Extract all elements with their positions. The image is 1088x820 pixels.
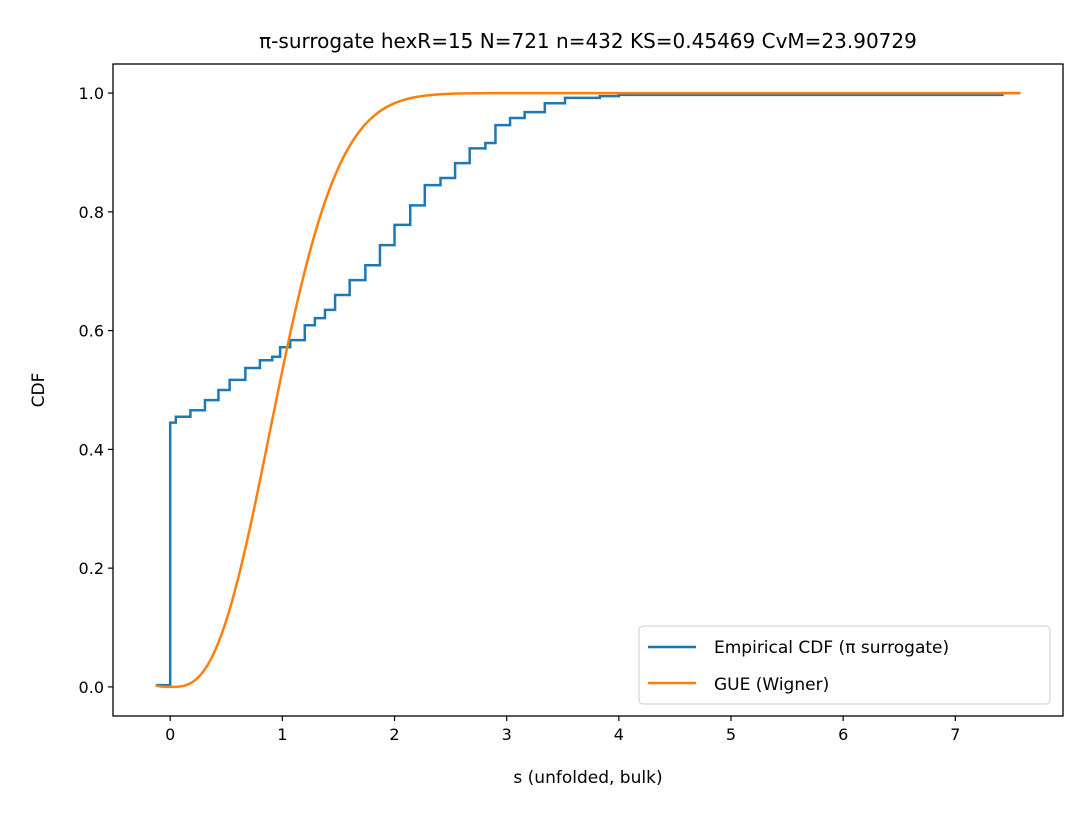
y-tick-label: 0.0: [79, 678, 104, 697]
x-tick-label: 2: [389, 725, 399, 744]
y-tick-label: 0.6: [79, 322, 104, 341]
chart-title: π-surrogate hexR=15 N=721 n=432 KS=0.454…: [259, 29, 917, 53]
legend-label-empirical: Empirical CDF (π surrogate): [714, 638, 949, 658]
empirical-cdf-line: [155, 91, 1021, 687]
x-tick-label: 4: [614, 725, 624, 744]
x-tick-label: 1: [277, 725, 287, 744]
x-axis-label: s (unfolded, bulk): [513, 768, 662, 788]
y-tick-label: 1.0: [79, 84, 104, 103]
y-tick-label: 0.8: [79, 203, 104, 222]
x-tick-label: 0: [165, 725, 175, 744]
axes-frame: [112, 63, 1064, 717]
x-tick-label: 5: [726, 725, 736, 744]
x-tick-label: 3: [502, 725, 512, 744]
plot-area: [155, 91, 1021, 689]
y-tick-label: 0.4: [79, 440, 104, 459]
x-axis: 0 1 2 3 4 5 6 7: [165, 716, 960, 744]
y-axis-label: CDF: [29, 373, 49, 408]
legend-box: [638, 625, 1051, 705]
x-tick-label: 6: [838, 725, 848, 744]
y-tick-label: 0.2: [79, 559, 104, 578]
legend: Empirical CDF (π surrogate) GUE (Wigner): [638, 625, 1051, 705]
legend-label-gue: GUE (Wigner): [714, 675, 829, 695]
x-tick-label: 7: [950, 725, 960, 744]
gue-cdf-line: [155, 91, 1021, 689]
y-axis: 0.0 0.2 0.4 0.6 0.8 1.0: [79, 84, 113, 697]
